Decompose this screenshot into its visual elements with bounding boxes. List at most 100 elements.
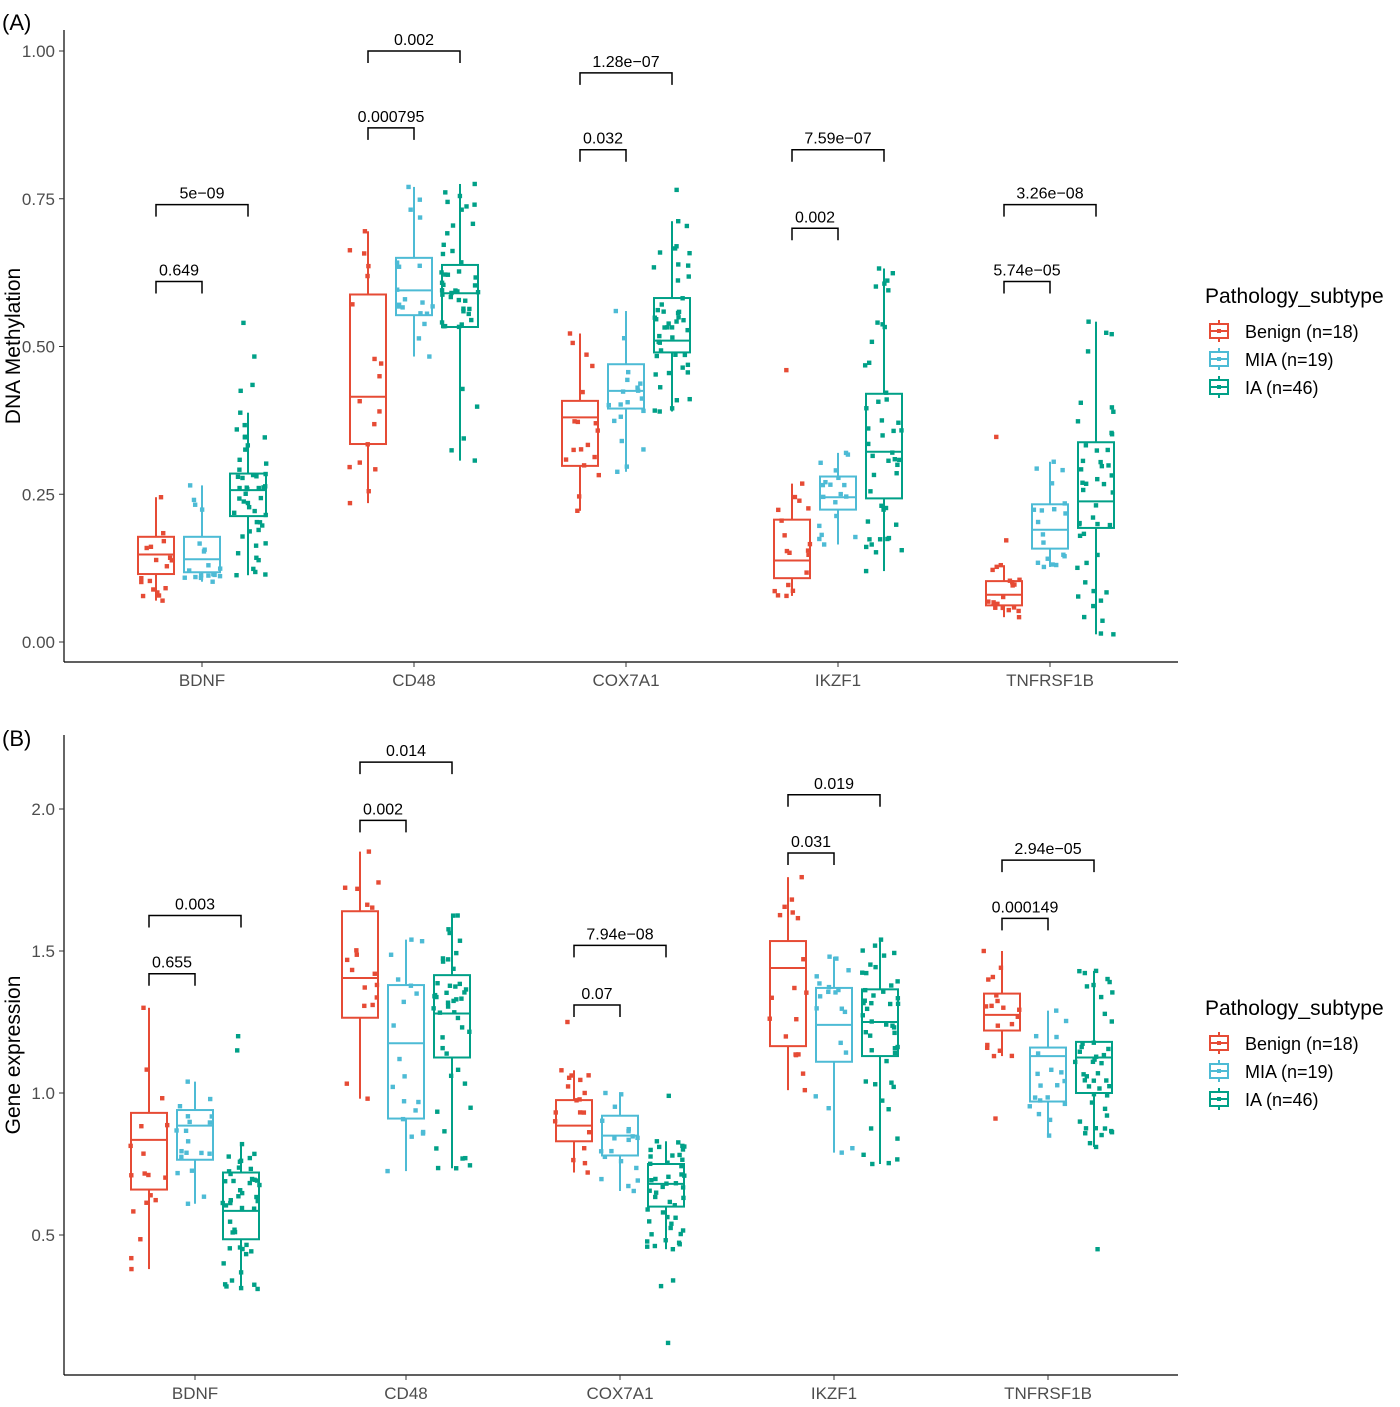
data-point (193, 574, 198, 580)
data-point (659, 302, 664, 307)
data-point (209, 1114, 214, 1119)
data-point (1016, 614, 1022, 620)
data-point (366, 849, 372, 854)
data-point (625, 400, 630, 405)
data-point (612, 1104, 618, 1109)
data-point (1031, 507, 1037, 512)
legend-key-point (1217, 357, 1221, 361)
data-point (673, 352, 678, 357)
data-point (570, 340, 575, 346)
data-point (612, 1136, 617, 1141)
data-point (457, 938, 463, 943)
box-ia-cox7a1 (651, 219, 692, 414)
data-point (990, 567, 995, 573)
data-point (1017, 1007, 1022, 1012)
data-point (254, 555, 259, 560)
data-point (257, 1182, 262, 1188)
data-point (472, 202, 477, 207)
data-point (206, 573, 211, 578)
data-point (776, 507, 781, 513)
data-point (435, 1109, 440, 1114)
data-point (630, 1134, 635, 1139)
x-tick-label: CD48 (392, 671, 435, 690)
data-point (453, 288, 458, 293)
data-point (828, 482, 833, 487)
data-point (1077, 968, 1082, 974)
data-point (467, 1029, 472, 1034)
data-point (1107, 522, 1113, 528)
data-point (261, 485, 266, 490)
data-point (680, 1157, 685, 1162)
data-point (1000, 594, 1006, 600)
data-point (662, 325, 667, 330)
data-point (1077, 533, 1083, 539)
data-point (883, 390, 889, 395)
legend-key-point (1217, 1041, 1221, 1045)
data-point (895, 979, 900, 984)
data-point (672, 1203, 677, 1208)
data-point (131, 1209, 136, 1214)
data-point (635, 1135, 640, 1141)
data-point (472, 283, 478, 288)
data-point (362, 985, 367, 990)
data-point (460, 1156, 465, 1161)
data-point (370, 1002, 375, 1008)
data-point (800, 1071, 806, 1076)
data-point (377, 374, 382, 379)
data-point (865, 519, 871, 524)
data-point (834, 956, 839, 961)
data-point (240, 534, 245, 539)
data-point (461, 306, 466, 311)
data-point (818, 460, 823, 465)
data-point (362, 229, 368, 234)
data-point (648, 1154, 653, 1159)
box-mia-tnfrsf1b (1031, 459, 1069, 570)
data-point (256, 485, 261, 491)
data-point (431, 1006, 436, 1011)
data-point (639, 396, 645, 401)
data-point (435, 981, 440, 986)
y-axis-title: Gene expression (2, 976, 25, 1135)
box-body (229, 472, 267, 518)
box-body (865, 392, 903, 500)
data-point (559, 1068, 564, 1073)
data-point (613, 308, 619, 314)
data-point (1017, 577, 1022, 582)
data-point (361, 251, 367, 256)
data-point (799, 874, 804, 880)
data-point (1102, 1126, 1108, 1131)
data-point (376, 880, 381, 885)
data-point (863, 987, 868, 993)
data-point (400, 305, 405, 310)
data-point (795, 915, 801, 921)
box-mia-tnfrsf1b (1027, 1008, 1069, 1138)
data-point (582, 1146, 587, 1151)
data-point (677, 1152, 682, 1158)
data-point (445, 272, 451, 277)
data-point (439, 320, 445, 325)
data-point (385, 1168, 390, 1174)
data-point (658, 385, 663, 390)
data-point (891, 428, 896, 434)
significance-bracket: 0.655 (148, 955, 196, 986)
box-benign-cd48 (347, 229, 387, 506)
box-body (773, 518, 811, 580)
data-point (243, 491, 248, 496)
data-point (889, 1080, 894, 1085)
data-point (228, 1198, 233, 1203)
data-point (472, 458, 477, 463)
data-point (787, 550, 792, 555)
data-point (243, 447, 248, 452)
data-point (467, 1163, 473, 1168)
data-point (1077, 1119, 1083, 1124)
data-point (1060, 467, 1065, 473)
data-point (182, 575, 187, 580)
data-point (990, 974, 996, 980)
data-point (1111, 632, 1116, 637)
data-point (1092, 1057, 1097, 1062)
bracket-line (367, 50, 461, 63)
x-tick-label: TNFRSF1B (1006, 671, 1094, 690)
data-point (666, 370, 672, 376)
data-point (366, 489, 371, 494)
data-point (254, 519, 260, 525)
